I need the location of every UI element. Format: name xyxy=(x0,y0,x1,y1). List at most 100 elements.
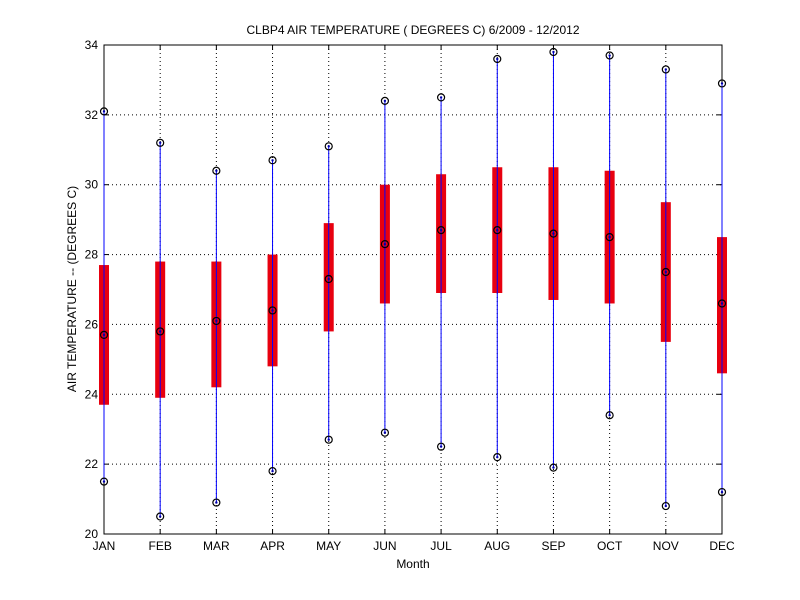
median-marker-dot xyxy=(664,270,668,274)
x-axis-label: Month xyxy=(396,557,429,571)
max-marker xyxy=(156,138,165,147)
min-marker xyxy=(605,411,614,420)
median-marker xyxy=(493,226,502,235)
min-marker xyxy=(268,467,277,476)
y-tick-label: 30 xyxy=(85,178,99,192)
max-marker-dot xyxy=(215,169,218,172)
x-tick-label: MAR xyxy=(203,539,230,553)
min-marker xyxy=(717,487,727,497)
min-marker-dot xyxy=(102,480,106,483)
y-tick-label: 28 xyxy=(85,248,99,262)
min-marker-dot xyxy=(608,414,611,417)
max-marker xyxy=(99,107,109,116)
max-marker-dot xyxy=(327,145,330,148)
x-tick-label: OCT xyxy=(597,539,623,553)
min-marker xyxy=(436,442,446,451)
min-marker-dot xyxy=(271,469,274,473)
median-marker xyxy=(549,229,558,238)
min-marker-dot xyxy=(158,515,162,518)
box-mar xyxy=(211,166,222,507)
max-marker xyxy=(380,96,390,105)
min-marker xyxy=(493,453,502,462)
max-marker xyxy=(605,51,614,60)
median-marker-dot xyxy=(215,319,218,323)
min-marker xyxy=(549,463,558,472)
max-marker-dot xyxy=(271,159,274,162)
min-marker xyxy=(661,501,670,511)
x-tick-label: JUL xyxy=(430,539,452,553)
median-marker xyxy=(212,316,221,326)
box-nov xyxy=(660,65,671,511)
box-jun xyxy=(379,96,390,437)
median-marker-dot xyxy=(496,228,499,232)
y-axis: 20 22 24 26 28 30 32 34 xyxy=(85,38,722,541)
y-tick-label: 22 xyxy=(85,457,99,471)
median-marker xyxy=(605,233,614,242)
median-marker-dot xyxy=(552,232,555,235)
box-jul xyxy=(436,93,447,451)
min-marker-dot xyxy=(664,504,668,508)
max-marker-dot xyxy=(720,82,724,85)
median-marker xyxy=(717,299,727,308)
max-marker-dot xyxy=(496,57,499,61)
box-oct xyxy=(604,51,615,420)
x-tick-label: AUG xyxy=(484,539,510,553)
median-marker-dot xyxy=(158,330,162,333)
median-marker xyxy=(380,239,390,249)
min-marker xyxy=(156,512,165,521)
min-marker xyxy=(99,477,109,486)
box-series xyxy=(99,47,727,521)
min-marker-dot xyxy=(215,501,218,504)
max-marker-dot xyxy=(383,99,387,103)
max-marker xyxy=(493,54,502,64)
median-marker-dot xyxy=(439,228,443,232)
median-marker-dot xyxy=(608,235,611,239)
max-marker-dot xyxy=(439,96,443,99)
box-jan xyxy=(99,107,109,486)
median-marker-dot xyxy=(327,277,330,281)
x-tick-label: SEP xyxy=(541,539,565,553)
y-tick-label: 26 xyxy=(85,317,99,331)
median-marker-dot xyxy=(720,302,724,305)
median-marker xyxy=(324,274,333,284)
x-tick-label: APR xyxy=(260,539,285,553)
min-marker xyxy=(212,498,221,507)
median-marker-dot xyxy=(102,333,106,337)
box-dec xyxy=(717,79,727,497)
median-marker xyxy=(661,267,670,277)
y-tick-label: 20 xyxy=(85,527,99,541)
chart-title: CLBP4 AIR TEMPERATURE ( DEGREES C) 6/200… xyxy=(246,23,579,37)
x-tick-label: FEB xyxy=(149,539,172,553)
y-tick-label: 24 xyxy=(85,387,99,401)
y-axis-label: AIR TEMPERATURE -- (DEGREES C) xyxy=(65,186,79,392)
max-marker xyxy=(436,93,446,102)
box-may xyxy=(323,142,334,444)
max-marker xyxy=(268,156,277,165)
min-marker-dot xyxy=(439,445,443,448)
median-marker xyxy=(268,306,277,315)
min-marker-dot xyxy=(496,455,499,459)
x-tick-label: NOV xyxy=(653,539,679,553)
x-tick-label: DEC xyxy=(709,539,735,553)
box-apr xyxy=(267,156,278,476)
max-marker xyxy=(549,47,558,57)
y-tick-label: 34 xyxy=(85,38,99,52)
x-tick-label: JAN xyxy=(93,539,116,553)
x-tick-label: MAY xyxy=(316,539,341,553)
box-sep xyxy=(548,47,559,472)
max-marker-dot xyxy=(102,110,106,113)
max-marker xyxy=(661,65,670,74)
min-marker-dot xyxy=(552,466,555,469)
x-tick-label: JUN xyxy=(373,539,396,553)
max-marker xyxy=(324,142,333,151)
y-tick-label: 32 xyxy=(85,108,99,122)
median-marker xyxy=(156,327,165,336)
median-marker xyxy=(99,330,109,340)
max-marker-dot xyxy=(664,68,668,71)
max-marker-dot xyxy=(552,50,555,54)
max-marker-dot xyxy=(608,54,611,57)
min-marker xyxy=(324,435,333,444)
median-marker-dot xyxy=(271,309,274,312)
